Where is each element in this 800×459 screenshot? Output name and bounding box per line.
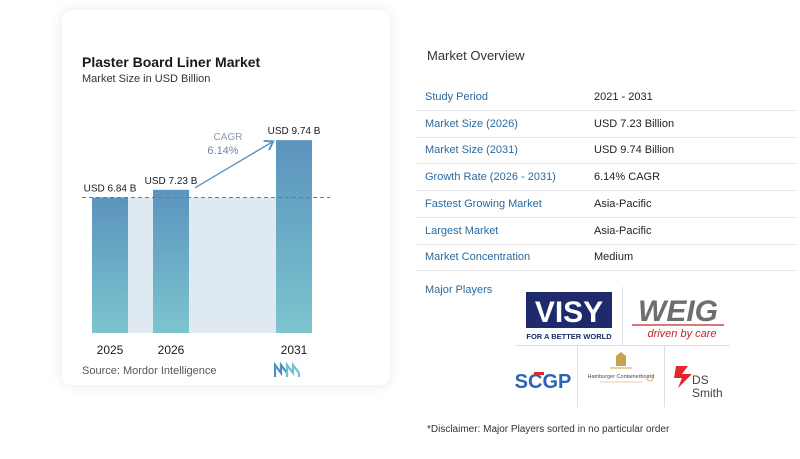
- overview-value: USD 9.74 Billion: [594, 144, 675, 157]
- logo-grid-divider: [577, 345, 578, 407]
- overview-value: Medium: [594, 251, 634, 264]
- overview-key: Market Size (2031): [425, 144, 518, 157]
- overview-key: Market Size (2026): [425, 117, 518, 130]
- chart-subtitle: Market Size in USD Billion: [82, 73, 211, 85]
- overview-value: 6.14% CAGR: [594, 171, 661, 184]
- disclaimer: *Disclaimer: Major Players sorted in no …: [427, 424, 670, 435]
- overview-value: Asia-Pacific: [594, 224, 652, 237]
- source-note: Source: Mordor Intelligence: [82, 365, 217, 377]
- overview-row: Study Period 2021 - 2031: [417, 84, 797, 111]
- overview-row: Market Concentration Medium: [417, 244, 797, 272]
- cagr-label: CAGR: [214, 132, 243, 143]
- tick-label-2025: 2025: [97, 343, 124, 357]
- logo-grid-divider: [515, 345, 730, 346]
- scgp-wordmark: SCGP: [515, 371, 572, 393]
- mordor-logo-icon: [274, 362, 300, 377]
- ds-smith-logo: DS Smith: [674, 366, 723, 400]
- overview-row: Fastest Growing Market Asia-Pacific: [417, 191, 797, 218]
- tick-label-2026: 2026: [158, 343, 185, 357]
- overview-key: Market Concentration: [425, 251, 531, 264]
- chart-title: Plaster Board Liner Market: [82, 54, 261, 70]
- visy-tagline: FOR A BETTER WORLD: [526, 332, 612, 341]
- overview-value: 2021 - 2031: [594, 91, 653, 103]
- chart-card: Plaster Board Liner Market Market Size i…: [62, 10, 390, 385]
- weig-tagline: driven by care: [647, 328, 716, 340]
- data-label-2026: USD 7.23 B: [145, 176, 198, 187]
- overview-row: Largest Market Asia-Pacific: [417, 218, 797, 245]
- overview-row: Growth Rate (2026 - 2031) 6.14% CAGR: [417, 164, 797, 192]
- overview-value: Asia-Pacific: [594, 197, 652, 210]
- bar-chart: USD 6.84 B 2025 USD 7.23 B 2026 USD 9.74 B 20…: [82, 126, 330, 357]
- weig-logo: WEIG driven by care: [632, 295, 724, 340]
- logo-grid-divider: [622, 287, 623, 345]
- bar-2026: [153, 189, 189, 333]
- ds-smith-wordmark-ds: DS: [692, 373, 709, 387]
- overview-title: Market Overview: [427, 48, 525, 63]
- overview-key: Largest Market: [425, 224, 499, 237]
- major-players-label: Major Players: [425, 284, 493, 296]
- hamburger-wordmark: Hamburger Containerboard: [588, 374, 655, 380]
- bar-2025: [92, 197, 128, 333]
- data-label-2025: USD 6.84 B: [84, 184, 137, 195]
- weig-wordmark: WEIG: [638, 295, 718, 328]
- data-label-2031: USD 9.74 B: [268, 126, 321, 137]
- growth-shade: [92, 197, 312, 333]
- scgp-logo: SCGP: [515, 371, 572, 393]
- overview-key: Study Period: [425, 91, 488, 103]
- visy-wordmark: VISY: [535, 296, 603, 329]
- cagr-arrow: [194, 142, 272, 189]
- cagr-value: 6.14%: [207, 145, 238, 157]
- overview-row: Market Size (2026) USD 7.23 Billion: [417, 111, 797, 138]
- logo-grid-divider: [664, 345, 665, 407]
- bar-2031: [276, 140, 312, 333]
- hamburger-containerboard-logo: Hamburger Containerboard: [588, 352, 655, 383]
- overview-row: Market Size (2031) USD 9.74 Billion: [417, 137, 797, 165]
- ds-smith-wordmark-smith: Smith: [692, 386, 723, 400]
- overview-key: Fastest Growing Market: [425, 197, 542, 210]
- visy-logo: VISY FOR A BETTER WORLD: [526, 292, 612, 341]
- overview-key: Growth Rate (2026 - 2031): [425, 171, 556, 184]
- overview-value: USD 7.23 Billion: [594, 117, 675, 130]
- tick-label-2031: 2031: [281, 343, 308, 357]
